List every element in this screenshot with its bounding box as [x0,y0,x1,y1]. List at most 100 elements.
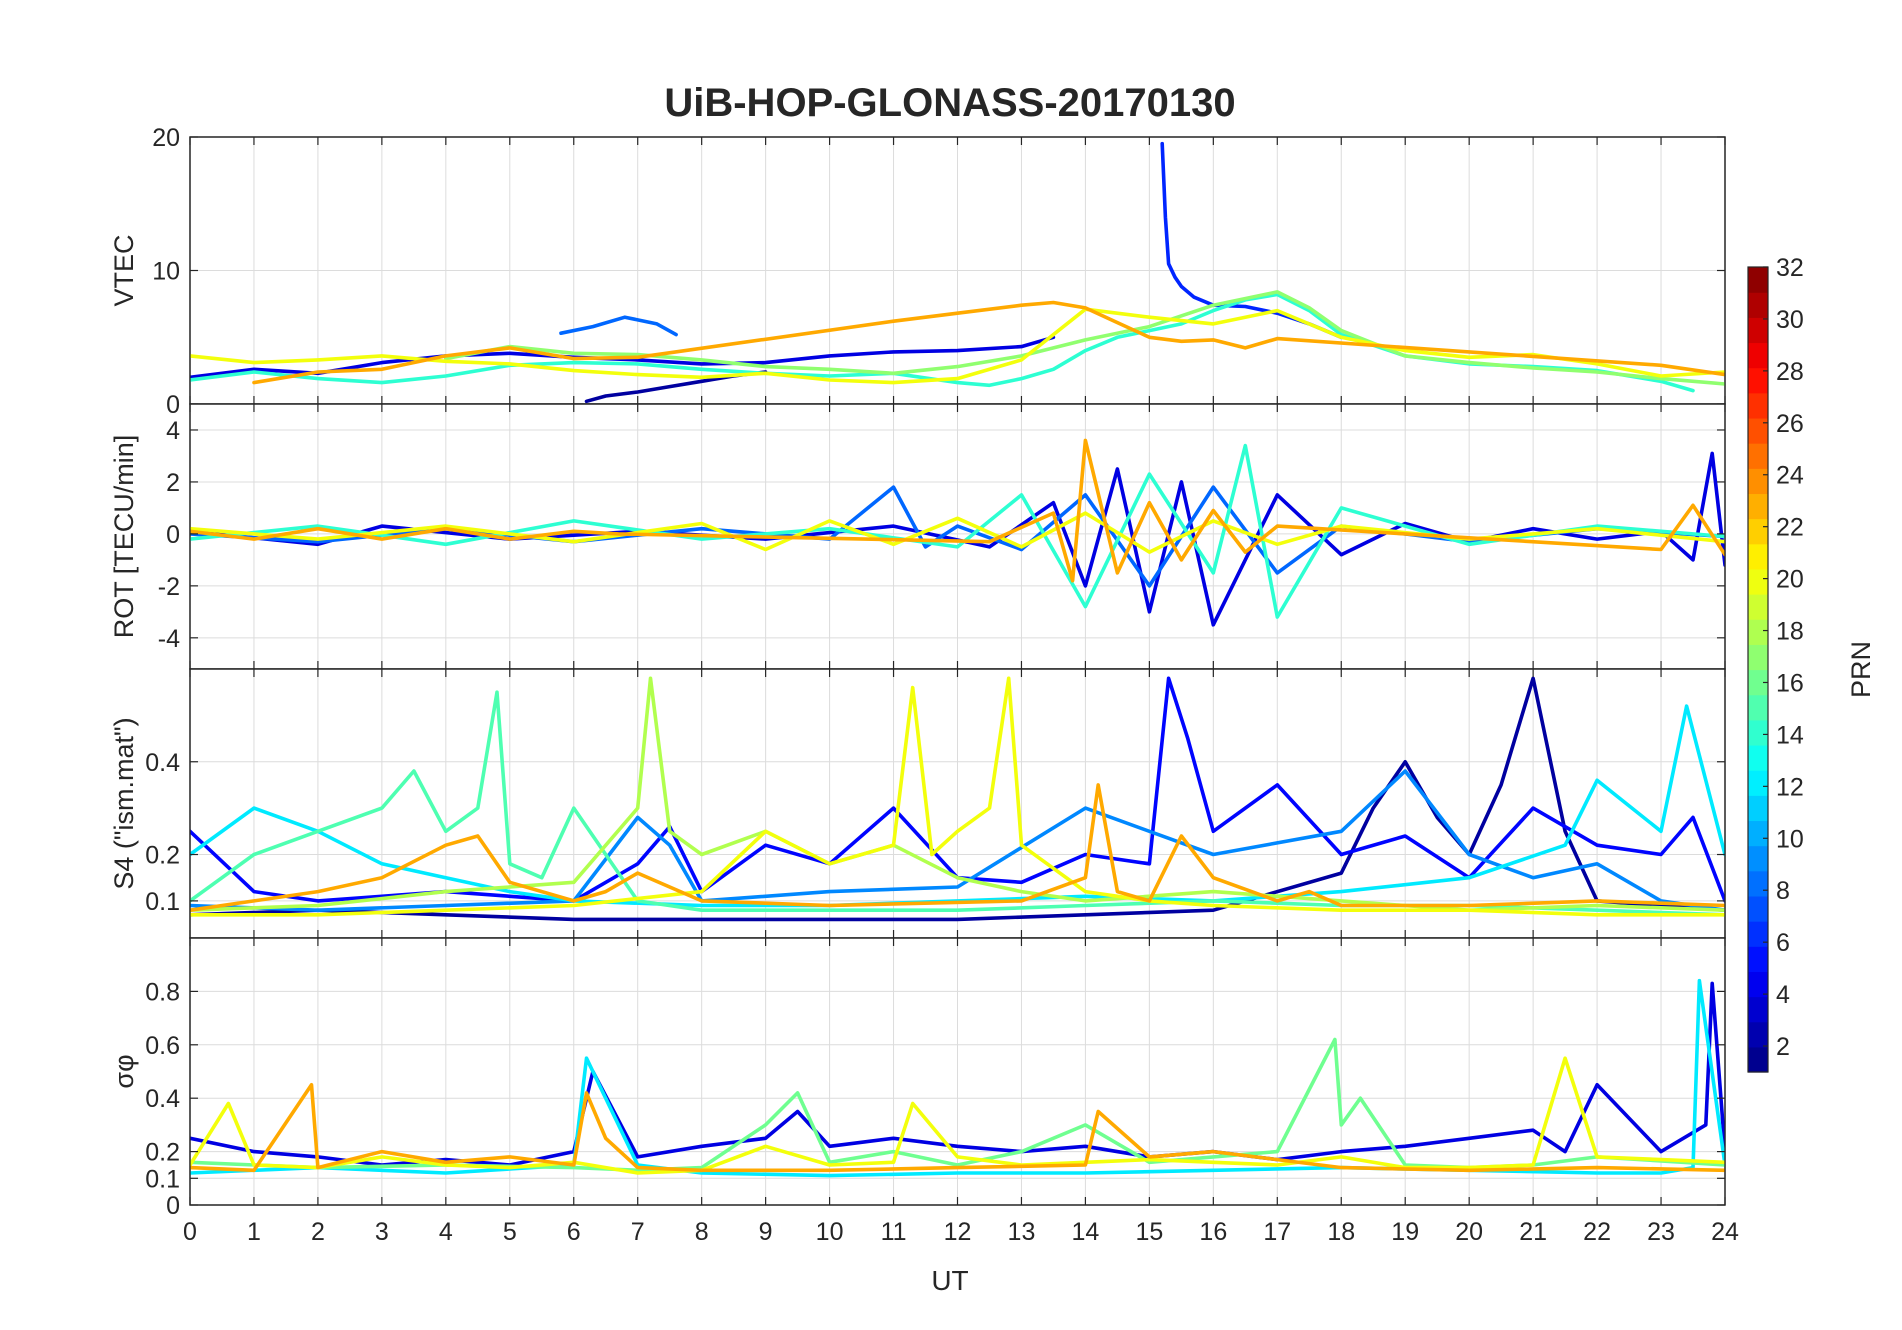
y-tick-label: -2 [158,573,180,601]
colorbar-segment [1748,1021,1768,1048]
panel-vtec: 0 10 20 VTEC [109,124,1726,419]
x-tick-label: 23 [1647,1218,1675,1246]
panel-s4-series [190,676,1725,922]
x-tick-label: 5 [503,1218,517,1246]
colorbar-segment [1748,367,1768,394]
series-prn-8 [559,315,678,337]
series-prn-20 [190,1056,1725,1175]
y-tick-label: 0 [166,391,180,419]
colorbar-segment [1748,392,1768,419]
x-tick-label: 8 [695,1218,709,1246]
x-tick-label: 1 [247,1218,261,1246]
x-tick-label: 13 [1008,1218,1036,1246]
series-prn-4 [190,981,1725,1167]
colorbar-tick-label: 16 [1776,669,1804,697]
colorbar-tick-label: 26 [1776,410,1804,438]
colorbar-segment [1748,518,1768,545]
series-prn-14 [190,443,1725,619]
colorbar-tick-label: 22 [1776,514,1804,542]
x-axis-label: UT [931,1265,968,1296]
y-tick-label: 0 [166,1192,180,1220]
colorbar-tick-label: 32 [1776,254,1804,282]
colorbar-tick-label: 10 [1776,825,1804,853]
colorbar-tick-label: 20 [1776,566,1804,594]
colorbar-segment [1748,342,1768,369]
panel-rot-series [190,438,1725,627]
colorbar-label: PRN [1846,641,1876,698]
x-tick-label: 4 [439,1218,453,1246]
colorbar-segment [1748,543,1768,570]
colorbar-segment [1748,669,1768,696]
colorbar-segment [1748,820,1768,847]
colorbar-segment [1748,996,1768,1023]
y-tick-label: 0.8 [145,978,180,1006]
y-tick-label: 20 [152,124,180,152]
colorbar-tick-label: 2 [1776,1033,1790,1061]
colorbar-segment [1748,1046,1768,1073]
y-tick-label: 0.1 [145,1165,180,1193]
x-tick-label: 12 [944,1218,972,1246]
x-tick-label: 19 [1391,1218,1419,1246]
colorbar-segment [1748,870,1768,897]
colorbar-tick-label: 14 [1776,721,1804,749]
x-tick-label: 14 [1072,1218,1100,1246]
colorbar-segment [1748,795,1768,822]
x-tick-label: 6 [567,1218,581,1246]
chart-title: UiB-HOP-GLONASS-20170130 [664,81,1235,125]
series-prn-20 [190,676,1725,917]
x-tick-label: 24 [1711,1218,1739,1246]
colorbar-segment [1748,292,1768,318]
colorbar-segment [1748,619,1768,645]
colorbar-segment [1748,895,1768,922]
y-tick-label: 0.2 [145,1139,180,1167]
panel-vtec-series [190,141,1725,404]
x-tick-label: 10 [816,1218,844,1246]
colorbar-segment [1748,417,1768,444]
series-prn-15 [190,690,1725,917]
colorbar-tick-label: 12 [1776,773,1804,801]
colorbar-tick-label: 28 [1776,358,1804,386]
x-tick-label: 21 [1519,1218,1547,1246]
colorbar-tick-label: 4 [1776,981,1790,1009]
colorbar-segment [1748,845,1768,872]
colorbar-segment [1748,443,1768,469]
colorbar-tick-label: 6 [1776,929,1790,957]
colorbar-segment [1748,594,1768,620]
x-tick-label: 16 [1199,1218,1227,1246]
y-tick-label: 2 [166,469,180,497]
x-tick-label: 7 [631,1218,645,1246]
x-tick-label: 9 [759,1218,773,1246]
panel-s4-ylabel: S4 ("ism.mat") [109,717,139,889]
y-tick-label: 0 [166,521,180,549]
colorbar-tick-label: 30 [1776,306,1804,334]
y-tick-label: -4 [158,625,180,653]
colorbar-segment [1748,719,1768,746]
y-tick-label: 0.4 [145,1085,180,1113]
colorbar-segment [1748,694,1768,721]
colorbar-tick-label: 8 [1776,877,1790,905]
colorbar-segment [1748,946,1768,972]
x-tick-label: 20 [1455,1218,1483,1246]
x-tick-label: 0 [183,1218,197,1246]
panel-rot: -4 -2 0 2 4 ROT [TECU/min] [109,403,1726,670]
series-prn-23 [190,438,1725,583]
series-prn-2 [190,676,1725,922]
colorbar-segment [1748,770,1768,796]
series-prn-23 [190,783,1725,912]
x-tick-label: 3 [375,1218,389,1246]
panel-vtec-ylabel: VTEC [109,234,139,306]
series-prn-5 [190,676,1725,903]
colorbar-segment [1748,267,1768,293]
series-prn-9 [190,769,1725,912]
panel-rot-ylabel: ROT [TECU/min] [109,435,139,639]
x-tick-label: 15 [1135,1218,1163,1246]
colorbar-segment [1748,568,1768,595]
y-tick-label: 4 [166,417,180,445]
y-tick-label: 10 [152,258,180,286]
y-tick-label: 0.4 [145,749,180,777]
series-prn-23 [190,1083,1725,1173]
